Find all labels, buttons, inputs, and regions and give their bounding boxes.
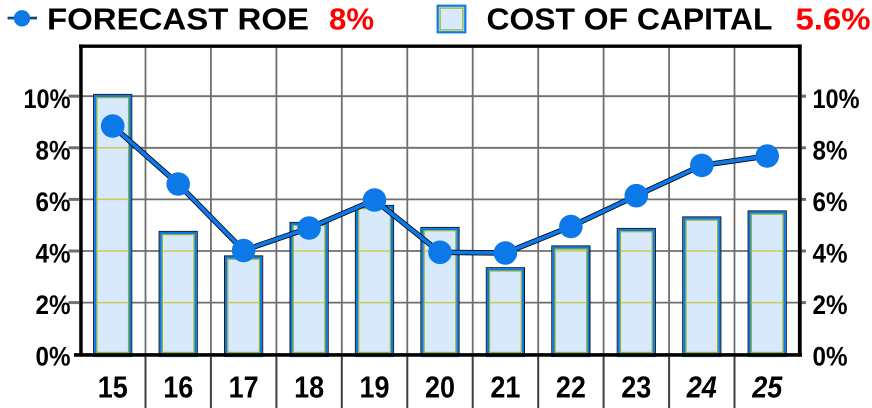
svg-text:4%: 4% bbox=[36, 239, 71, 269]
svg-text:2%: 2% bbox=[36, 290, 71, 320]
svg-text:5.6%: 5.6% bbox=[796, 1, 871, 36]
svg-text:16: 16 bbox=[163, 369, 193, 404]
svg-text:8%: 8% bbox=[36, 135, 71, 165]
svg-text:10%: 10% bbox=[813, 84, 860, 114]
svg-text:0%: 0% bbox=[813, 341, 848, 371]
svg-text:6%: 6% bbox=[36, 187, 71, 217]
svg-text:FORECAST ROE: FORECAST ROE bbox=[47, 2, 309, 37]
svg-text:21: 21 bbox=[490, 369, 520, 404]
svg-text:18: 18 bbox=[294, 369, 324, 404]
svg-text:22: 22 bbox=[556, 369, 586, 404]
svg-text:19: 19 bbox=[360, 369, 390, 404]
svg-text:24: 24 bbox=[686, 369, 717, 404]
svg-text:25: 25 bbox=[751, 369, 783, 404]
svg-text:15: 15 bbox=[98, 369, 128, 404]
svg-text:17: 17 bbox=[229, 369, 259, 404]
svg-text:23: 23 bbox=[621, 369, 651, 404]
svg-text:20: 20 bbox=[425, 369, 455, 404]
svg-text:6%: 6% bbox=[813, 187, 848, 217]
svg-text:2%: 2% bbox=[813, 290, 848, 320]
svg-text:COST OF CAPITAL: COST OF CAPITAL bbox=[487, 2, 773, 37]
svg-text:10%: 10% bbox=[24, 84, 71, 114]
svg-text:0%: 0% bbox=[36, 341, 71, 371]
svg-text:8%: 8% bbox=[329, 1, 374, 36]
svg-text:4%: 4% bbox=[813, 239, 848, 269]
svg-text:8%: 8% bbox=[813, 135, 848, 165]
